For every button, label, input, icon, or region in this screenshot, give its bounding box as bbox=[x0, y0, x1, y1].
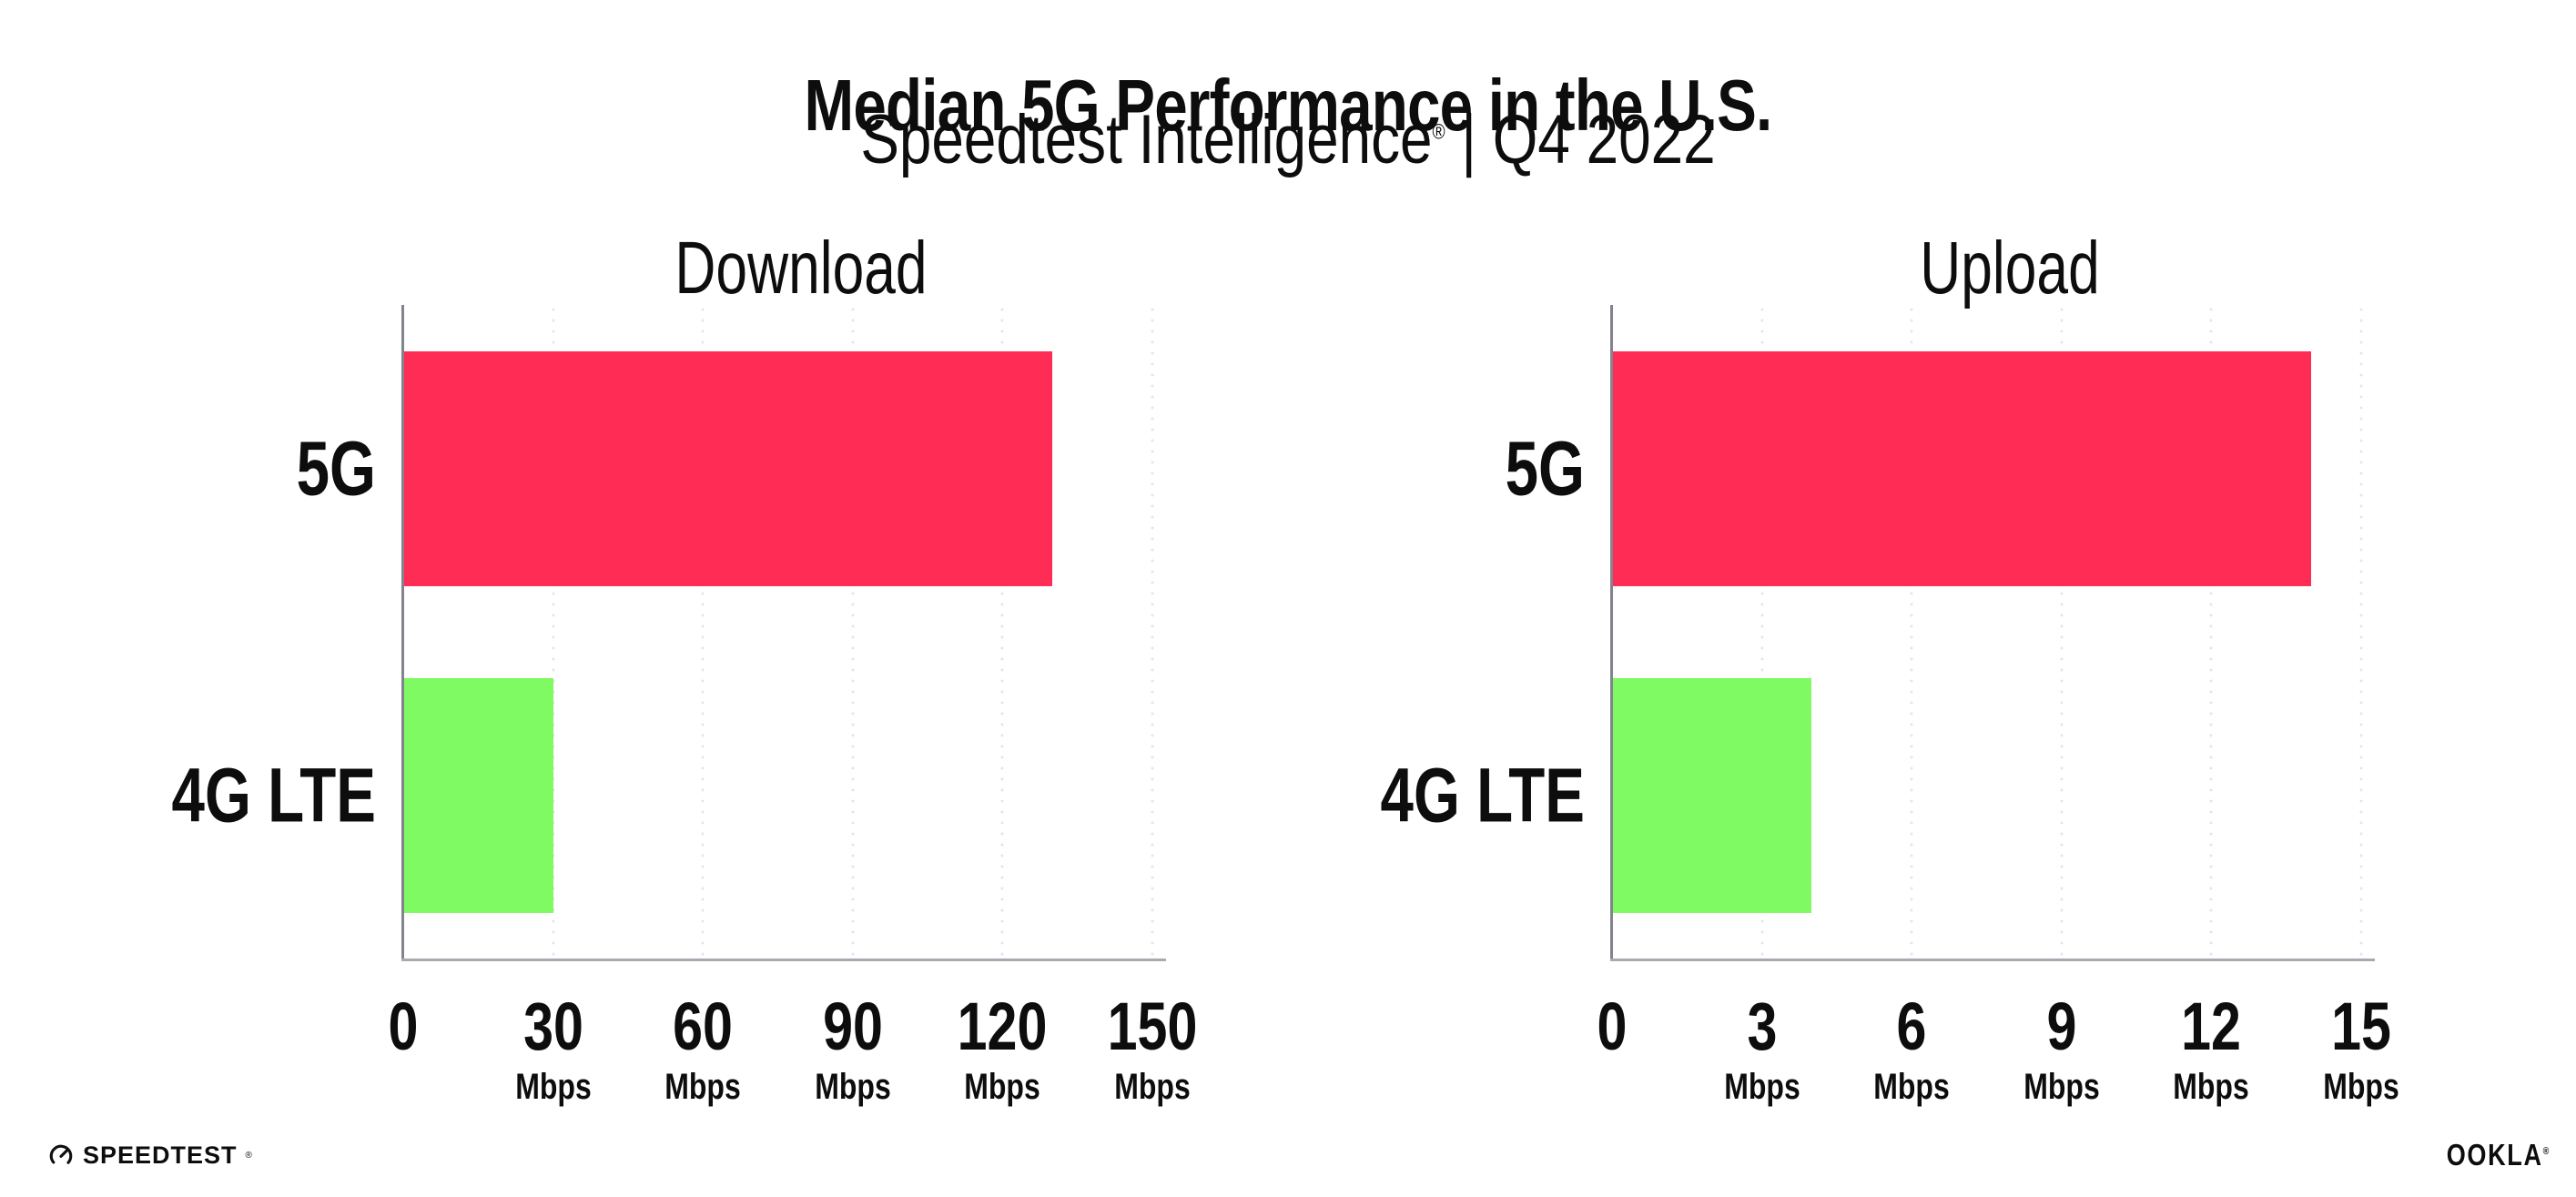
registered-mark-icon: ® bbox=[2542, 1146, 2549, 1157]
x-tick-unit-label: Mbps bbox=[664, 1067, 741, 1107]
gridline bbox=[701, 305, 705, 959]
x-tick-unit-label: Mbps bbox=[2023, 1067, 2100, 1107]
y-axis-line bbox=[1610, 305, 1613, 959]
x-tick-label: 150 bbox=[1107, 989, 1197, 1064]
gridline bbox=[2358, 305, 2363, 959]
chart-title: Upload bbox=[1920, 227, 2100, 309]
x-tick-unit-label: Mbps bbox=[2322, 1067, 2399, 1107]
category-label-4g-lte: 4G LTE bbox=[1380, 752, 1585, 837]
speedtest-gauge-icon bbox=[49, 1144, 73, 1167]
x-tick-label: 0 bbox=[1597, 989, 1628, 1064]
x-tick-label: 15 bbox=[2330, 989, 2391, 1064]
x-tick-unit-label: Mbps bbox=[964, 1067, 1040, 1107]
gridline bbox=[1910, 305, 1913, 959]
category-label-4g-lte: 4G LTE bbox=[171, 752, 376, 837]
gridline bbox=[1760, 305, 1764, 959]
x-tick-unit-label: Mbps bbox=[1723, 1067, 1800, 1107]
bar-5g bbox=[403, 350, 1052, 586]
x-tick-label: 30 bbox=[522, 989, 583, 1064]
gridline bbox=[2059, 305, 2064, 959]
x-tick-unit-label: Mbps bbox=[1873, 1067, 1950, 1107]
ookla-wordmark: OOKLA bbox=[2446, 1138, 2543, 1172]
speedtest-logo: SPEEDTEST ® bbox=[47, 1141, 252, 1170]
chart-title: Download bbox=[674, 227, 928, 309]
speedtest-wordmark: SPEEDTEST bbox=[83, 1141, 238, 1169]
x-tick-unit-label: Mbps bbox=[514, 1067, 592, 1107]
ookla-logo: OOKLA® bbox=[2446, 1138, 2549, 1172]
category-label-5g: 5G bbox=[296, 425, 376, 511]
x-tick-unit-label: Mbps bbox=[1113, 1067, 1191, 1107]
registered-mark-icon: ® bbox=[245, 1151, 252, 1161]
subtitle-brand: Speedtest Intelligence bbox=[860, 101, 1433, 178]
gridline bbox=[551, 305, 555, 959]
x-tick-unit-label: Mbps bbox=[2173, 1067, 2249, 1107]
x-tick-unit-label: Mbps bbox=[814, 1067, 891, 1107]
gridline bbox=[1000, 305, 1004, 959]
gridline bbox=[1150, 305, 1154, 959]
page-title: Median 5G Performance in the U.S. bbox=[804, 64, 1773, 146]
x-tick-label: 90 bbox=[822, 989, 883, 1064]
bar-5g bbox=[1612, 350, 2311, 586]
x-tick-label: 120 bbox=[957, 989, 1048, 1064]
bar-4g-lte bbox=[1612, 677, 1812, 913]
x-tick-label: 0 bbox=[388, 989, 419, 1064]
gridline bbox=[850, 305, 855, 959]
bar-4g-lte bbox=[403, 677, 553, 913]
x-tick-label: 6 bbox=[1896, 989, 1927, 1064]
x-axis-line bbox=[1610, 959, 2375, 961]
x-tick-label: 60 bbox=[673, 989, 733, 1064]
category-label-5g: 5G bbox=[1505, 425, 1585, 511]
page-subtitle: Speedtest Intelligence® | Q4 2022 bbox=[206, 100, 2369, 179]
registered-mark-icon: ® bbox=[1432, 119, 1445, 144]
x-tick-label: 12 bbox=[2181, 989, 2241, 1064]
subtitle-period: | Q4 2022 bbox=[1445, 101, 1716, 178]
x-tick-label: 3 bbox=[1747, 989, 1777, 1064]
y-axis-line bbox=[401, 305, 404, 959]
x-tick-label: 9 bbox=[2046, 989, 2076, 1064]
x-axis-line bbox=[401, 959, 1166, 961]
gridline bbox=[2209, 305, 2213, 959]
